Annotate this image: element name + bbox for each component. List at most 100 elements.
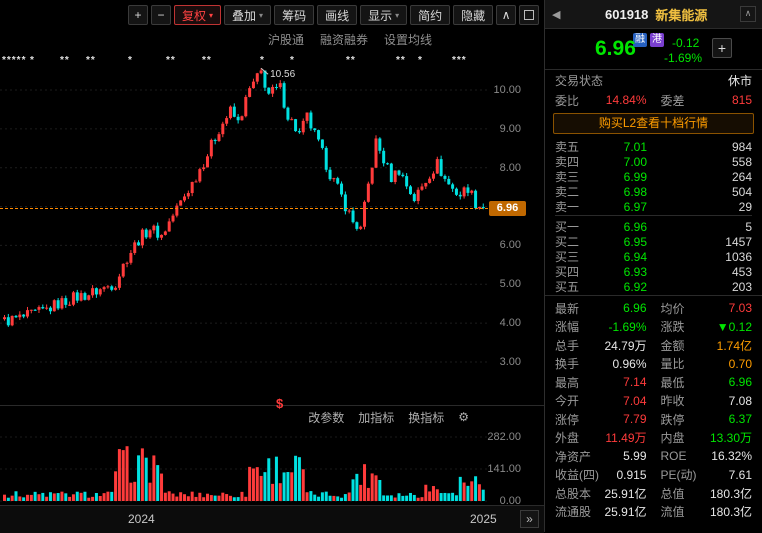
switch-indicator-link[interactable]: 换指标: [408, 410, 445, 425]
event-marker: *****: [2, 55, 27, 66]
l2-upgrade-link[interactable]: 购买L2查看十档行情: [553, 112, 754, 134]
toolbar-button-overlay[interactable]: 叠加 ▾: [224, 5, 272, 25]
order-level-label: 买三: [555, 250, 580, 264]
kline-chart-area[interactable]: ************************* 10.009.008.007…: [0, 48, 544, 405]
chevron-down-icon: ▾: [395, 10, 400, 20]
order-level-label: 买四: [555, 265, 580, 279]
l2-promo-row: 购买L2查看十档行情: [545, 110, 762, 136]
order-price: 6.96: [623, 219, 647, 234]
stat-value: ▼0.12: [716, 319, 752, 334]
quote-panel: ◀ 601918 新集能源 ∧ 融 港 6.96 -0.12 -1.69% + …: [545, 0, 762, 532]
price-change-pct: -1.69%: [664, 51, 703, 65]
market-link-1[interactable]: 融资融券: [320, 32, 369, 47]
stat-value: 7.08: [728, 393, 752, 408]
trade-status-label: 交易状态: [555, 73, 604, 88]
stat-label: 今开: [555, 394, 580, 409]
stat-label: 总值: [660, 486, 685, 501]
market-link-0[interactable]: 沪股通: [268, 32, 305, 47]
chevron-up-icon: ∧: [501, 8, 511, 22]
stat-label: 最新: [555, 301, 580, 316]
stat-label: 昨收: [660, 394, 685, 409]
volume-chart-area[interactable]: 282.00 141.00 0.00: [0, 428, 544, 507]
stat-value: 6.96: [728, 375, 752, 390]
order-volume: 29: [738, 199, 752, 214]
weibi-row: 委比 14.84% 委差 815: [545, 90, 762, 110]
timeline-expand-button[interactable]: »: [520, 510, 539, 528]
last-price-line: [0, 208, 488, 210]
stat-label: 流值: [660, 505, 685, 520]
stat-row: 净资产 5.99 ROE 16.32%: [545, 447, 762, 466]
toolbar-buttons: + − 复权 ▾ 叠加 ▾ 筹码 画线 显示 ▾ 简约 隐藏: [128, 5, 494, 25]
order-level-label: 卖四: [555, 155, 580, 169]
stat-label: PE(动): [660, 468, 697, 483]
order-price: 7.00: [623, 154, 647, 169]
stat-label: 换手: [555, 357, 580, 372]
event-marker: ***: [452, 55, 467, 66]
market-link-2[interactable]: 设置均线: [384, 32, 433, 47]
bid-row-4[interactable]: 买四 6.93 453: [545, 263, 762, 280]
toolbar-button-simple[interactable]: 简约: [410, 5, 451, 25]
price-axis-label: 8.00: [499, 161, 521, 174]
orderbook-divider: [555, 215, 752, 216]
gear-icon[interactable]: ⚙: [458, 410, 469, 424]
ask-row-5[interactable]: 卖五 7.01 984: [545, 138, 762, 155]
volume-axis-label: 141.00: [487, 463, 521, 475]
ask-row-2[interactable]: 卖二 6.98 504: [545, 183, 762, 200]
candlestick-canvas: [0, 67, 487, 363]
price-block: 融 港 6.96 -0.12 -1.69% +: [545, 29, 762, 70]
hk-connect-badge[interactable]: 港: [650, 33, 664, 47]
stat-value: 6.37: [728, 412, 752, 427]
bid-row-5[interactable]: 买五 6.92 203: [545, 278, 762, 295]
volume-axis-label: 282.00: [487, 431, 521, 443]
toolbar-button-hide[interactable]: 隐藏: [453, 5, 494, 25]
stat-value: 1.74亿: [716, 338, 752, 353]
stat-label: 流通股: [555, 505, 592, 520]
stat-value: 7.61: [728, 467, 752, 482]
toolbar-button-fuquan[interactable]: 复权 ▾: [174, 5, 222, 25]
event-marker: **: [202, 55, 212, 66]
toolbar-button-display[interactable]: 显示 ▾: [360, 5, 408, 25]
add-indicator-link[interactable]: 加指标: [358, 410, 395, 425]
stat-label: 净资产: [555, 449, 592, 464]
ask-row-1[interactable]: 卖一 6.97 29: [545, 198, 762, 215]
toolbar-button-zoom-out[interactable]: −: [151, 5, 171, 25]
stat-value: 25.91亿: [604, 505, 647, 520]
event-marker: **: [86, 55, 96, 66]
back-arrow-icon[interactable]: ◀: [552, 8, 561, 21]
order-volume: 558: [731, 154, 752, 169]
chevron-down-icon: ▾: [259, 10, 264, 20]
stat-row: 涨停 7.79 跌停 6.37: [545, 410, 762, 429]
fullscreen-button[interactable]: [519, 5, 540, 25]
stat-value: 13.30万: [709, 431, 752, 446]
event-marker: **: [60, 55, 70, 66]
event-marker: *: [260, 55, 265, 66]
bid-row-1[interactable]: 买一 6.96 5: [545, 218, 762, 235]
order-volume: 1457: [725, 234, 752, 249]
weibi-label: 委比: [555, 93, 580, 108]
market-links-bar: 沪股通 融资融券 设置均线: [0, 30, 544, 48]
stat-row: 今开 7.04 昨收 7.08: [545, 392, 762, 411]
ask-row-3[interactable]: 卖三 6.99 264: [545, 168, 762, 185]
stat-row: 收益(四) 0.915 PE(动) 7.61: [545, 466, 762, 485]
add-watchlist-button[interactable]: +: [712, 38, 732, 58]
stat-value: 7.04: [623, 393, 647, 408]
panel-collapse-icon[interactable]: ∧: [740, 6, 756, 22]
stat-row: 换手 0.96% 量比 0.70: [545, 355, 762, 374]
stat-value: 7.79: [623, 412, 647, 427]
change-params-link[interactable]: 改参数: [308, 410, 345, 425]
order-level-label: 买二: [555, 235, 580, 249]
event-marker: *: [290, 55, 295, 66]
event-marker: **: [166, 55, 176, 66]
collapse-toolbar-button[interactable]: ∧: [496, 5, 517, 25]
weicha-value: 815: [731, 93, 752, 107]
margin-trading-badge[interactable]: 融: [633, 33, 647, 47]
stat-label: 量比: [660, 357, 685, 372]
ask-row-4[interactable]: 卖四 7.00 558: [545, 153, 762, 170]
toolbar-button-chips[interactable]: 筹码: [274, 5, 315, 25]
bid-row-3[interactable]: 买三 6.94 1036: [545, 248, 762, 265]
toolbar-button-draw-line[interactable]: 画线: [317, 5, 358, 25]
stats-grid: 最新 6.96 均价 7.03 涨幅 -1.69% 涨跌 ▼0.12 总手 24.79万 金额 1.7…: [545, 295, 762, 521]
bid-row-2[interactable]: 买二 6.95 1457: [545, 233, 762, 250]
toolbar-button-zoom-in[interactable]: +: [128, 5, 148, 25]
